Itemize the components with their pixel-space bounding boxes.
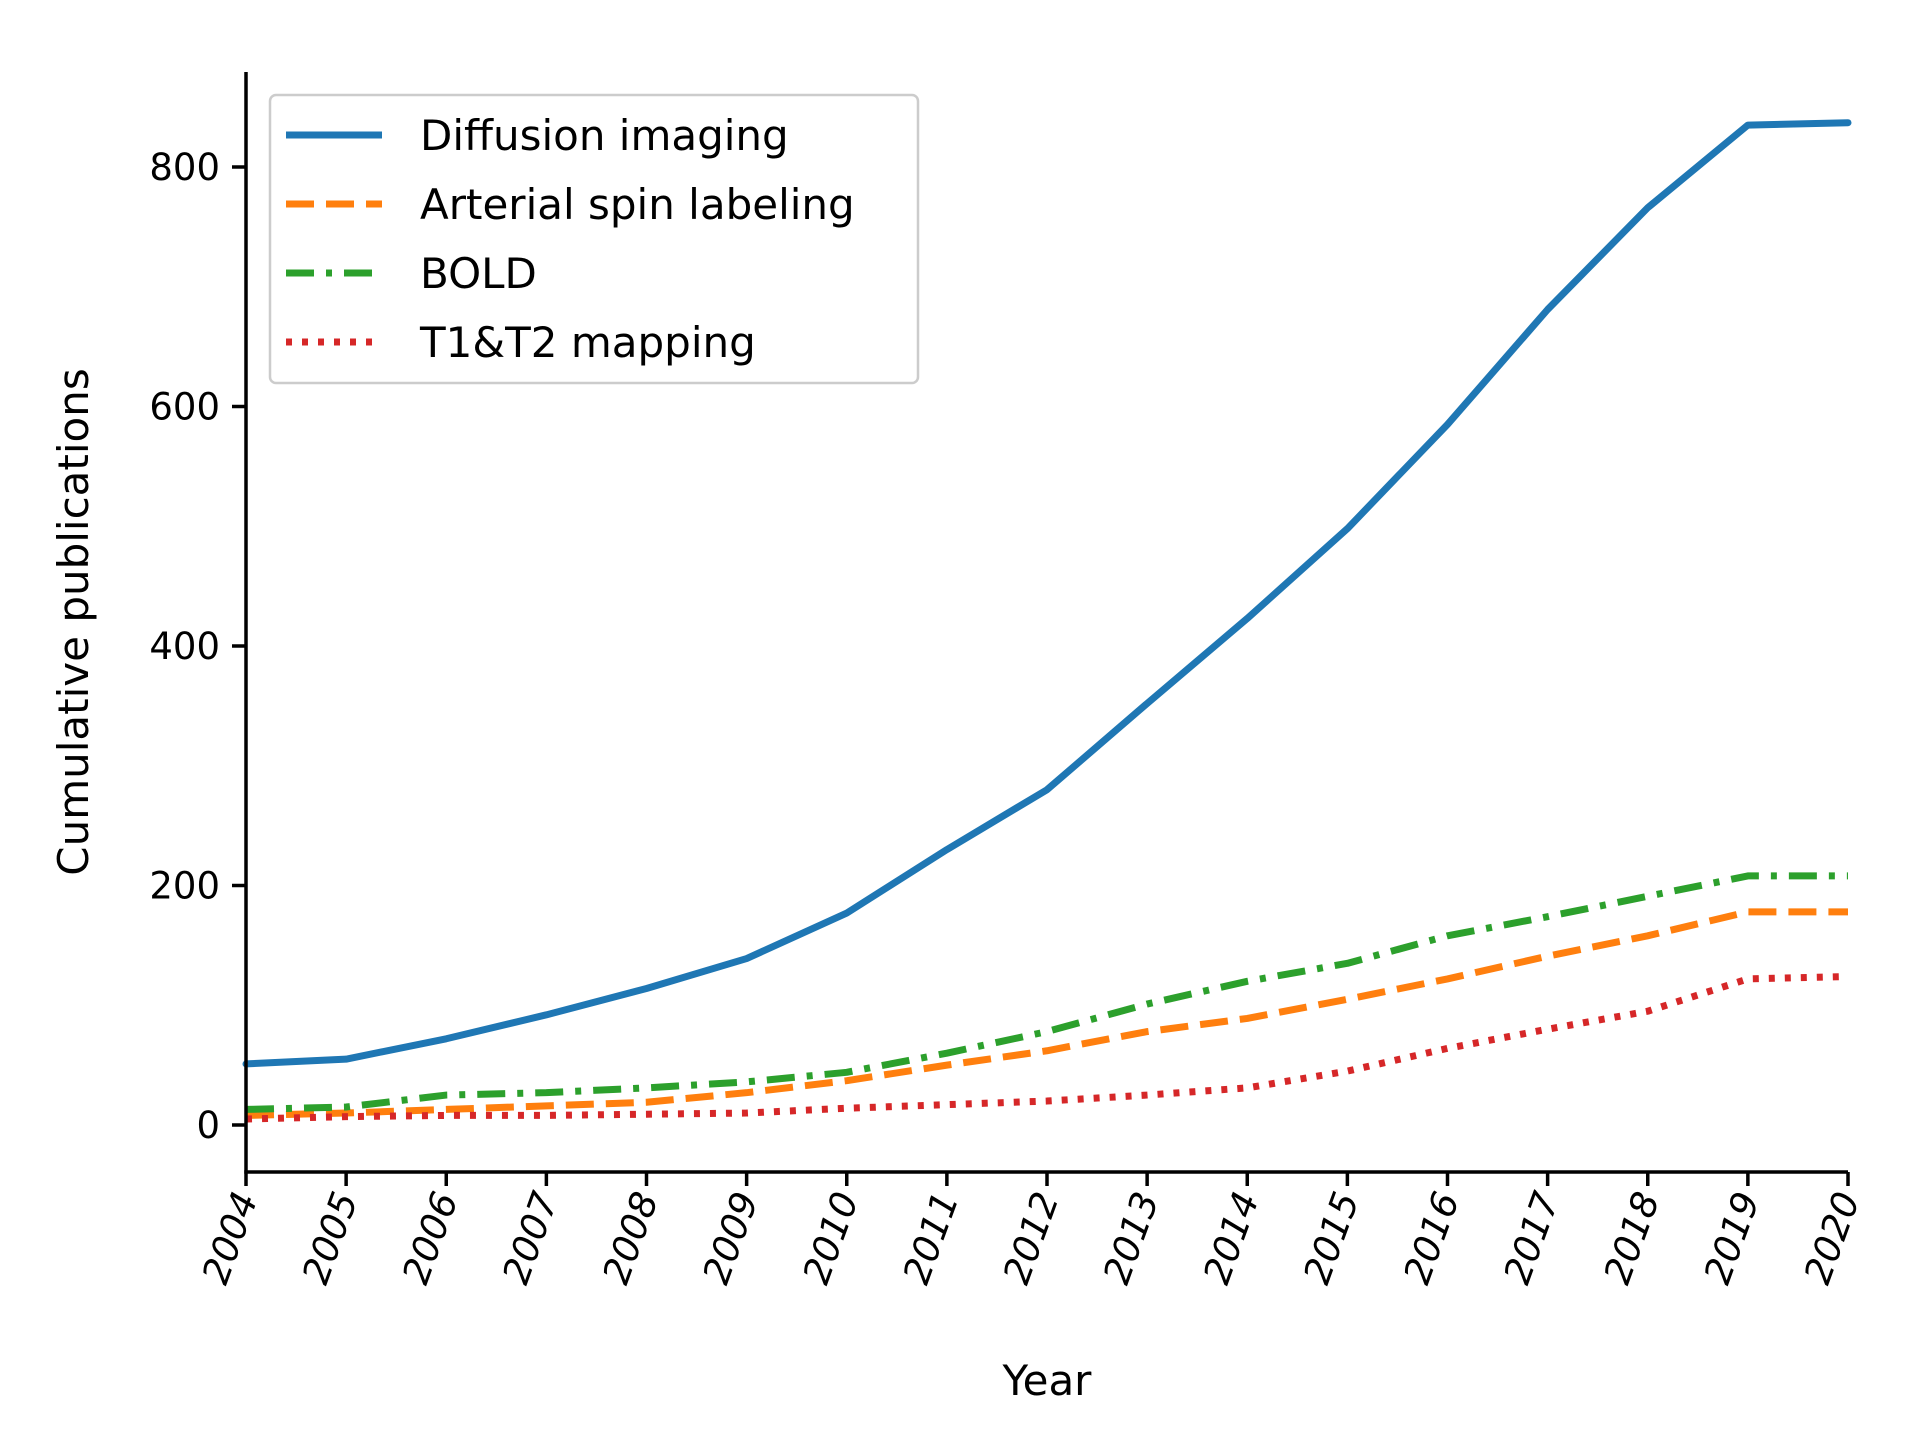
x-tick-label: 2019 <box>1696 1186 1769 1289</box>
x-tick-label: 2008 <box>594 1186 667 1289</box>
x-tick-label: 2006 <box>394 1186 467 1289</box>
legend-box <box>268 93 920 385</box>
series-line-0 <box>242 119 1852 1068</box>
legend-entry-2: BOLD <box>420 249 537 298</box>
x-axis-title: Year <box>1002 1356 1093 1405</box>
x-tick-label: 2004 <box>194 1186 267 1289</box>
legend-entry-3: T1&T2 mapping <box>419 318 756 367</box>
x-tick-label: 2014 <box>1195 1186 1268 1289</box>
x-tick-label: 2016 <box>1395 1186 1468 1289</box>
series-layer <box>242 119 1852 1123</box>
x-tick-label: 2005 <box>294 1186 367 1289</box>
x-tick-label: 2018 <box>1596 1186 1669 1289</box>
y-tick-label: 600 <box>149 386 220 429</box>
legend-entry-1: Arterial spin labeling <box>420 180 855 229</box>
y-axis-title: Cumulative publications <box>49 368 98 876</box>
y-tick-label: 400 <box>149 625 220 668</box>
series-line-3 <box>245 973 1849 1123</box>
x-tick-label: 2009 <box>694 1186 767 1289</box>
series-line-1 <box>245 908 1848 1119</box>
x-tick-label: 2011 <box>895 1186 968 1289</box>
y-tick-label: 200 <box>149 865 220 908</box>
legend: Diffusion imaging Arterial spin labeling B… <box>268 93 920 385</box>
x-tick-label: 2015 <box>1295 1186 1368 1289</box>
x-tick-label: 2007 <box>494 1186 567 1290</box>
x-tick-label: 2010 <box>795 1186 868 1289</box>
x-tick-label: 2012 <box>995 1186 1068 1289</box>
legend-entry-0: Diffusion imaging <box>420 111 789 160</box>
x-tick-label: 2020 <box>1796 1186 1869 1289</box>
y-tick-label: 800 <box>149 146 220 189</box>
x-tick-label: 2017 <box>1495 1186 1568 1290</box>
x-tick-label: 2013 <box>1095 1186 1168 1289</box>
series-line-2 <box>245 872 1848 1113</box>
y-tick-label: 0 <box>196 1104 220 1147</box>
